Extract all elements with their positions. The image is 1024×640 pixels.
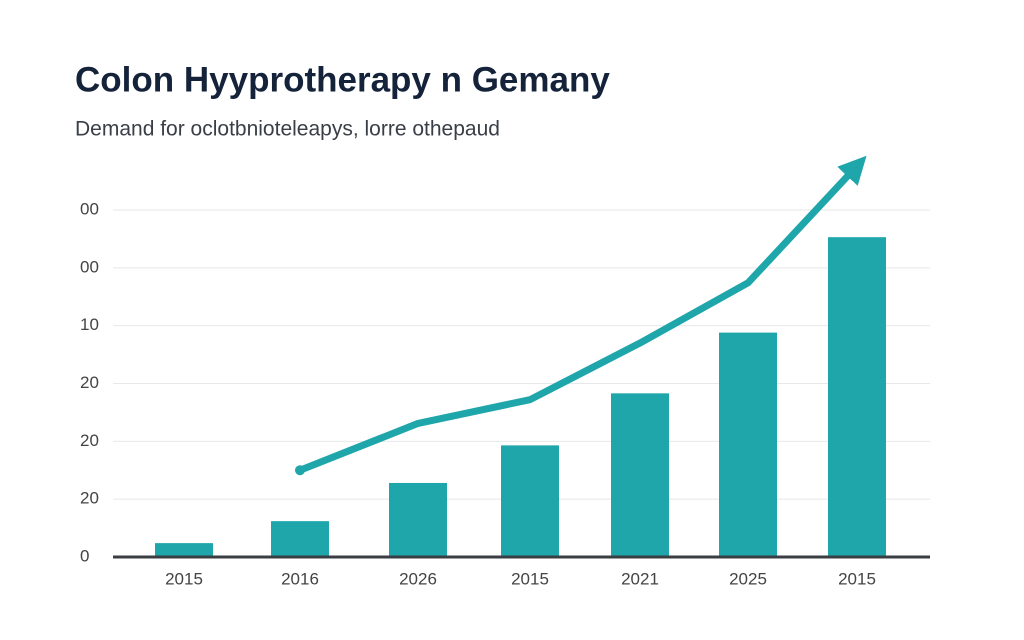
bar <box>828 237 886 557</box>
y-tick-label: 00 <box>80 257 99 276</box>
y-tick-label: 00 <box>80 199 99 218</box>
line-start <box>295 465 305 476</box>
bar <box>389 482 447 557</box>
x-tick-label: 2015 <box>511 569 549 588</box>
x-tick-label: 2016 <box>281 569 319 588</box>
bar <box>271 521 329 557</box>
x-tick-label: 2025 <box>729 569 767 588</box>
chart-subtitle: Demand for oclotbnioteleapys, lorre othe… <box>75 118 500 141</box>
bar <box>719 332 777 557</box>
x-tick-label: 2015 <box>165 569 203 588</box>
y-tick-label: 20 <box>80 431 99 450</box>
trend-line <box>296 155 867 474</box>
x-tick-label: 2021 <box>621 569 659 588</box>
x-tick-label: 2026 <box>399 569 437 588</box>
bar <box>501 445 559 557</box>
bar <box>155 543 213 557</box>
x-tick-label: 2015 <box>838 569 876 588</box>
y-tick-label: 0 <box>80 546 89 565</box>
y-tick-label: 20 <box>80 489 99 508</box>
chart-title: Colon Hyyprotherapy n Gemany <box>75 60 610 99</box>
y-tick-label: 20 <box>80 373 99 392</box>
bar <box>611 393 669 557</box>
y-tick-label: 10 <box>80 315 99 334</box>
